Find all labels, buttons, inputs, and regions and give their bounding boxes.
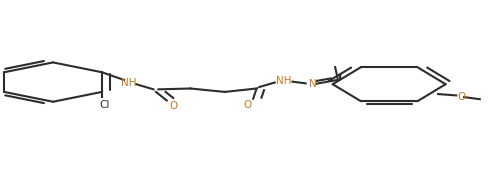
Text: O: O — [244, 100, 252, 110]
Text: NH: NH — [121, 77, 136, 88]
Text: Cl: Cl — [99, 100, 109, 110]
Text: N: N — [309, 79, 317, 89]
Text: O: O — [169, 101, 177, 111]
Text: NH: NH — [276, 76, 291, 86]
Text: O: O — [458, 93, 466, 102]
